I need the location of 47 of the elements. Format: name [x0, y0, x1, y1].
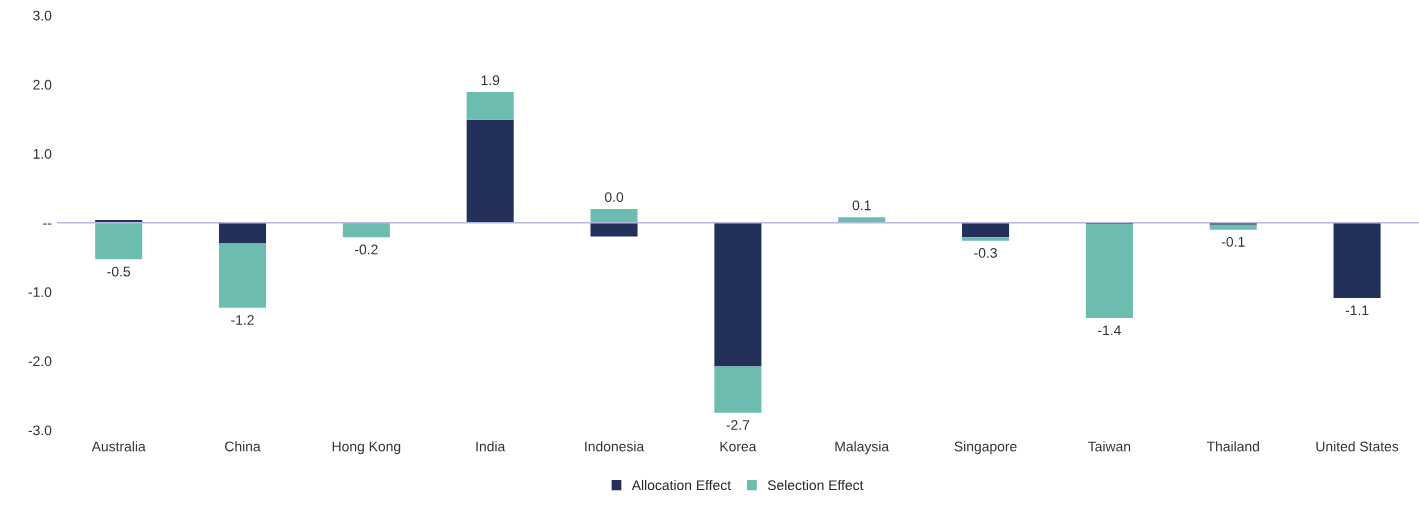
- y-tick-label: -1.0: [28, 287, 52, 298]
- x-tick-label: India: [476, 441, 506, 452]
- y-tick-label: 2.0: [33, 79, 52, 90]
- bar: [962, 222, 1010, 238]
- bar: [962, 237, 1010, 241]
- bar: [714, 222, 762, 367]
- y-tick-label: -3.0: [28, 425, 52, 436]
- total-label: -0.3: [974, 248, 997, 258]
- total-label: -2.7: [726, 420, 750, 430]
- y-tick-label: --: [43, 223, 52, 225]
- bar: [466, 92, 514, 120]
- total-label: -1.1: [1345, 305, 1369, 316]
- x-tick-label: United States: [1316, 441, 1399, 452]
- x-tick-label: Malaysia: [835, 441, 890, 455]
- bar: [1333, 222, 1381, 299]
- total-label: -0.5: [107, 266, 131, 277]
- bar: [95, 222, 143, 260]
- total-label: -1.2: [231, 315, 254, 325]
- bar: [1085, 224, 1133, 319]
- bar: [1209, 224, 1257, 230]
- bar: [590, 222, 638, 237]
- x-tick-label: Korea: [720, 441, 757, 452]
- legend-label: Selection Effect: [767, 479, 864, 491]
- x-tick-label: Hong Kong: [332, 441, 401, 455]
- x-tick-label: Indonesia: [585, 441, 645, 452]
- total-label: 0.0: [604, 192, 624, 202]
- total-label: -1.4: [1098, 325, 1121, 336]
- bar: [218, 243, 267, 308]
- bar: [342, 222, 390, 238]
- x-tick-label: Singapore: [954, 441, 1017, 455]
- y-tick-label: -2.0: [28, 356, 52, 367]
- total-label: 0.1: [852, 200, 871, 211]
- x-tick-label: China: [225, 441, 261, 452]
- y-tick-label: 1.0: [33, 148, 52, 159]
- bar: [218, 222, 267, 244]
- x-tick-label: Thailand: [1206, 441, 1259, 452]
- total-label: 1.9: [481, 75, 500, 86]
- total-label: -0.1: [1221, 236, 1245, 247]
- legend-label: Allocation Effect: [631, 479, 731, 491]
- bar: [714, 366, 762, 413]
- bar: [590, 208, 638, 223]
- y-tick-label: 3.0: [33, 10, 52, 21]
- x-tick-label: Taiwan: [1088, 441, 1131, 452]
- total-label: -0.2: [355, 244, 378, 255]
- bar: [1209, 222, 1257, 225]
- x-tick-label: Australia: [91, 441, 146, 452]
- bar: [466, 119, 514, 223]
